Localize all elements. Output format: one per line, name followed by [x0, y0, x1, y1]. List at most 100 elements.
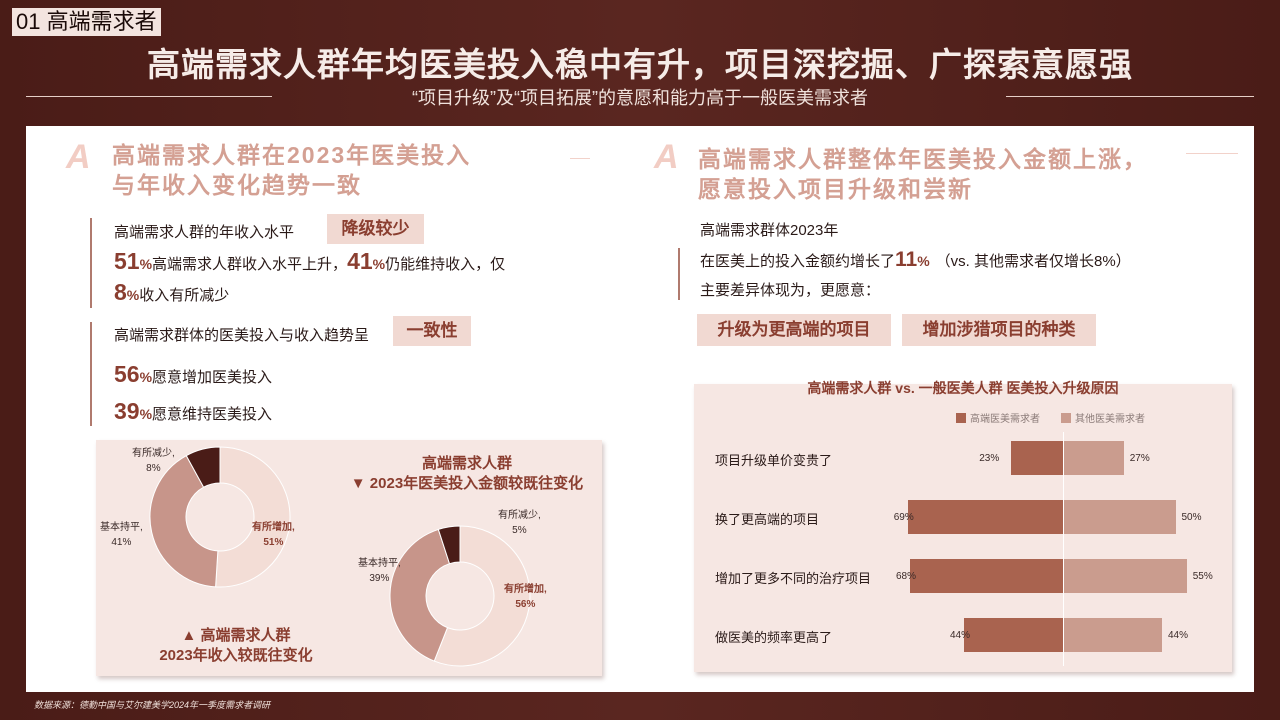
left-heading-line1: 高端需求人群在2023年医美投入 [112, 142, 472, 168]
legend-hi-label: 高端医美需求者 [970, 414, 1040, 425]
bar-other [1063, 559, 1187, 593]
left-heading: 高端需求人群在2023年医美投入 与年收入变化趋势一致 [112, 140, 471, 200]
left-heading-line2: 与年收入变化趋势一致 [112, 172, 362, 198]
upgrade-pill: 升级为更高端的项目 [697, 314, 891, 346]
value-label-other: 50% [1181, 512, 1202, 523]
income-p3-num: 8 [114, 279, 127, 305]
invest-label: 高端需求群体的医美投入与收入趋势呈 [114, 327, 370, 344]
right-heading-rule [1186, 153, 1238, 154]
right-line2-pct: % [917, 253, 930, 269]
invest-p2-text: 愿意维持医美投入 [152, 406, 273, 423]
value-label-high-end: 23% [979, 453, 1000, 464]
d2-flat-text: 基本持平, [358, 558, 401, 569]
income-p2-num: 41 [347, 248, 373, 274]
d2-decrease-text: 有所减少, [498, 510, 541, 521]
d1-caption-1: ▲ 高端需求人群 [181, 627, 291, 644]
page-subtitle: “项目升级”及“项目拓展”的意愿和能力高于一般医美需求者 [412, 88, 868, 108]
right-line1: 高端需求群体2023年 [700, 222, 839, 239]
d2-flat-value: 39% [369, 573, 390, 584]
d2-increase-value: 56% [515, 599, 536, 610]
d1-increase-text: 有所增加, [252, 522, 295, 533]
income-pill: 降级较少 [327, 214, 424, 244]
right-heading-line2: 愿意投入项目升级和尝新 [698, 176, 973, 202]
invest-line-2: 39%愿意维持医美投入 [114, 398, 272, 425]
d1-decrease-value: 8% [146, 463, 161, 474]
income-label: 高端需求人群的年收入水平 [114, 224, 295, 241]
section-a-mark-right: A [654, 138, 679, 176]
value-label-other: 44% [1168, 630, 1189, 641]
d1-decrease-text: 有所减少, [132, 448, 175, 459]
bar-chart-card: 高端需求人群 vs. 一般医美人群 医美投入升级原因 高端医美需求者 其他医美需… [694, 380, 1232, 672]
d1-decrease-label: 有所减少, 8% [132, 446, 175, 476]
donut-card: 有所减少, 8% 基本持平, 41% 有所增加, 51% ▲ 高端需求人群 2023年收… [96, 440, 602, 676]
invest-vbar [90, 322, 92, 426]
legend-hi-swatch [956, 413, 966, 423]
right-vbar [678, 248, 680, 300]
category-label: 项目升级单价变贵了 [715, 453, 833, 468]
legend-ot-swatch [1061, 413, 1071, 423]
income-p1-pct: % [139, 256, 153, 272]
d1-caption: ▲ 高端需求人群 2023年收入较既往变化 [136, 626, 336, 666]
donut2-segment-flat [389, 528, 451, 662]
income-p3-text: 收入有所减少 [139, 287, 230, 304]
legend-ot: 其他医美需求者 [1061, 410, 1145, 425]
donut2-segment-decrease [437, 525, 461, 565]
bar-high-end [907, 500, 1063, 534]
invest-pill: 一致性 [393, 316, 471, 346]
donut1-segment-increase [215, 446, 291, 588]
chart-title: 高端需求人群 vs. 一般医美人群 医美投入升级原因 [807, 380, 1119, 396]
d1-flat-text: 基本持平, [100, 522, 143, 533]
right-heading-line1: 高端需求人群整体年医美投入金额上涨， [698, 146, 1148, 172]
invest-p1-num: 56 [114, 361, 140, 387]
category-label: 换了更高端的项目 [715, 512, 820, 527]
section-tag: 01 高端需求者 [12, 8, 161, 36]
right-line2-a: 在医美上的投入金额约增长了 [700, 253, 896, 270]
right-line3: 主要差异体现为，更愿意： [700, 282, 881, 299]
income-line-1: 51%高端需求人群收入水平上升，41%仍能维持收入，仅 [114, 248, 505, 275]
value-label-high-end: 68% [896, 571, 917, 582]
income-p2-text: 仍能维持收入，仅 [385, 256, 506, 273]
d2-caption-2: ▼ 2023年医美投入金额较既往变化 [350, 475, 584, 492]
donut1-segment-decrease [185, 446, 221, 488]
d1-increase-value: 51% [263, 537, 284, 548]
d1-flat-label: 基本持平, 41% [100, 520, 143, 550]
value-label-other: 27% [1129, 453, 1150, 464]
bar-high-end [1011, 441, 1063, 475]
right-line2-b: （vs. 其他需求者仅增长8%） [935, 253, 1131, 270]
bar-other [1063, 441, 1124, 475]
d2-caption-1: 高端需求人群 [421, 455, 512, 472]
expand-pill: 增加涉猎项目的种类 [902, 314, 1096, 346]
right-line2-num: 11 [895, 248, 918, 271]
income-p2-pct: % [372, 256, 386, 272]
title-rule-right [1006, 96, 1254, 97]
d1-flat-value: 41% [111, 537, 132, 548]
donut2-segment-increase [433, 525, 531, 667]
d2-flat-label: 基本持平, 39% [358, 556, 401, 586]
income-vbar [90, 218, 92, 308]
value-label-other: 55% [1192, 571, 1213, 582]
right-line2: 在医美上的投入金额约增长了11% （vs. 其他需求者仅增长8%） [700, 248, 1131, 272]
invest-p1-text: 愿意增加医美投入 [152, 369, 273, 386]
income-p1-num: 51 [114, 248, 140, 274]
d2-decrease-value: 5% [512, 525, 527, 536]
category-label: 做医美的频率更高了 [715, 630, 833, 645]
bar-other [1063, 618, 1162, 652]
source-note: 数据来源：德勤中国与艾尔建美学2024年一季度需求者调研 [34, 700, 271, 710]
content-panel: A 高端需求人群在2023年医美投入 与年收入变化趋势一致 高端需求人群的年收入… [26, 126, 1254, 692]
value-label-high-end: 44% [950, 630, 971, 641]
donut-investment [389, 525, 531, 667]
d2-increase-text: 有所增加, [504, 584, 547, 595]
d2-caption: 高端需求人群 ▼ 2023年医美投入金额较既往变化 [332, 454, 602, 494]
value-label-high-end: 69% [893, 512, 914, 523]
bar-other [1063, 500, 1176, 534]
income-p1-text: 高端需求人群收入水平上升， [152, 256, 348, 273]
right-heading: 高端需求人群整体年医美投入金额上涨， 愿意投入项目升级和尝新 [698, 144, 1148, 204]
page-title: 高端需求人群年均医美投入稳中有升，项目深挖掘、广探索意愿强 [147, 46, 1133, 83]
d1-increase-label: 有所增加, 51% [252, 520, 295, 550]
d2-increase-label: 有所增加, 56% [504, 582, 547, 612]
section-a-mark-left: A [66, 138, 91, 176]
bar-high-end [910, 559, 1063, 593]
invest-p2-pct: % [139, 406, 153, 422]
d2-decrease-label: 有所减少, 5% [498, 508, 541, 538]
donut-income [149, 446, 291, 588]
